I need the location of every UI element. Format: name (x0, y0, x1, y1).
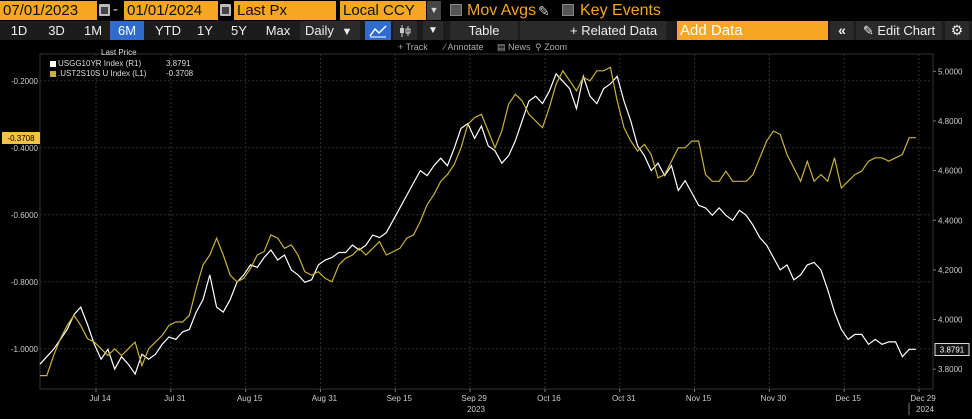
x-axis-tick-label: Jul 31 (164, 394, 186, 403)
left-axis-tick-label: -0.2000 (11, 77, 39, 86)
annotate-label: Annotate (447, 42, 484, 52)
left-axis-tick-label: -0.8000 (11, 278, 39, 287)
mov-avgs-label: Mov Avgs (467, 2, 537, 19)
period-6m-button[interactable]: 6M (110, 21, 144, 40)
plus-icon: + (398, 42, 406, 52)
legend-item-2s10s: .UST2S10S U Index (L1) -0.3708 (50, 69, 193, 78)
key-events-label: Key Events (580, 2, 661, 19)
end-date-field[interactable]: 01/01/2024 (124, 1, 218, 20)
right-axis-tick-label: 4.4000 (938, 216, 963, 225)
x-axis-year-label: 2023 (467, 405, 485, 414)
add-data-input[interactable]: Add Data (677, 21, 828, 40)
plot-frame (39, 53, 934, 390)
magnifier-icon: ⚲ (535, 42, 545, 52)
x-axis-tick-label: Aug 31 (312, 394, 338, 403)
x-axis-tick-label: Oct 31 (612, 394, 636, 403)
x-axis-tick-label: Oct 16 (537, 394, 561, 403)
left-axis-tick-label: -0.4000 (11, 144, 39, 153)
frequency-select[interactable]: Daily ▼ (300, 21, 360, 40)
right-axis-tick-label: 4.2000 (938, 266, 963, 275)
zoom-label: Zoom (544, 42, 568, 52)
pencil-icon: ✎ (862, 23, 874, 38)
annotate-tool[interactable]: ∕ Annotate (444, 40, 484, 54)
edit-chart-label: Edit Chart (877, 23, 936, 38)
line-chart: -0.2000 -0.4000 -0.6000 -0.8000 -1.0000 5.000… (2, 53, 970, 415)
period-1y-button[interactable]: 1Y (197, 23, 213, 38)
related-data-button[interactable]: + Related Data (520, 21, 666, 40)
track-tool[interactable]: + Track (398, 40, 428, 54)
chart-type-dropdown-icon[interactable]: ▼ (423, 21, 443, 40)
period-5y-button[interactable]: 5Y (231, 23, 247, 38)
calendar-icon[interactable] (99, 4, 110, 16)
legend-series-value: 3.8791 (166, 59, 191, 68)
right-axis-tick-label: 4.6000 (938, 167, 963, 176)
toolbar: 1D 3D 1M 6M YTD 1Y 5Y Max Daily ▼ ▼ Tabl… (0, 21, 972, 40)
series-line-10y (39, 72, 916, 376)
zoom-tool[interactable]: ⚲ Zoom (535, 40, 567, 54)
price-field-select[interactable]: Last Px (234, 1, 336, 20)
legend-title: Last Price (101, 48, 137, 57)
x-axis-year-label: 2024 (916, 405, 934, 414)
line-chart-icon[interactable] (365, 21, 391, 40)
x-axis-tick-label: Jul 14 (89, 394, 111, 403)
frequency-label: Daily (305, 23, 334, 38)
query-bar: 07/01/2023 - 01/01/2024 Last Px Local CC… (0, 0, 972, 21)
mov-avgs-checkbox[interactable] (450, 4, 462, 16)
chevron-down-icon: ▼ (341, 26, 353, 38)
calendar-icon[interactable] (220, 4, 231, 16)
x-axis-tick-label: Nov 30 (761, 394, 787, 403)
legend-swatch (50, 60, 56, 67)
legend-series-name: USGG10YR Index (R1) (58, 59, 142, 68)
x-axis-tick-label: Sep 15 (387, 394, 413, 403)
left-axis-tick-label: -1.0000 (11, 345, 39, 354)
right-last-value-label: 3.8791 (940, 346, 965, 355)
currency-dropdown-arrow-icon[interactable]: ▼ (427, 1, 441, 20)
period-ytd-button[interactable]: YTD (155, 23, 181, 38)
track-label: Track (405, 42, 428, 52)
gear-icon[interactable]: ⚙ (945, 21, 969, 40)
candlestick-icon[interactable] (393, 21, 417, 40)
period-1d-button[interactable]: 1D (10, 23, 28, 38)
table-button[interactable]: Table (450, 21, 518, 40)
date-separator: - (113, 1, 118, 18)
chart-area[interactable]: + Track ∕ Annotate ▤ News ⚲ Zoom -0.2000… (0, 40, 972, 419)
annotate-icon: ∕ (444, 42, 448, 52)
x-axis-tick-label: Dec 15 (836, 394, 862, 403)
left-last-value-badge (2, 132, 40, 145)
currency-select[interactable]: Local CCY (340, 1, 426, 20)
start-date-field[interactable]: 07/01/2023 (0, 1, 97, 20)
left-last-value-label: -0.3708 (7, 134, 35, 143)
legend-series-name: .UST2S10S U Index (L1) (58, 69, 147, 78)
right-last-value-badge (934, 343, 970, 357)
x-axis-tick-label: Sep 29 (461, 394, 487, 403)
legend-item-10y: USGG10YR Index (R1) 3.8791 (50, 59, 190, 68)
legend-swatch (50, 70, 56, 77)
legend-series-value: -0.3708 (166, 69, 194, 78)
key-events-checkbox[interactable] (562, 4, 574, 16)
edit-chart-button[interactable]: ✎ Edit Chart (856, 21, 942, 40)
period-3d-button[interactable]: 3D (48, 23, 65, 38)
right-axis-tick-label: 4.8000 (938, 117, 963, 126)
collapse-left-icon[interactable]: « (830, 21, 854, 40)
right-axis-tick-label: 4.0000 (938, 316, 963, 325)
x-axis-tick-label: Nov 15 (686, 394, 712, 403)
x-axis-tick-label: Aug 15 (237, 394, 263, 403)
news-label: News (508, 42, 531, 52)
pencil-icon[interactable]: ✎ (538, 3, 550, 19)
period-1m-button[interactable]: 1M (83, 23, 103, 38)
right-axis-tick-label: 3.8000 (938, 365, 963, 374)
period-max-button[interactable]: Max (265, 23, 291, 38)
series-line-2s10s (40, 66, 916, 377)
news-tool[interactable]: ▤ News (497, 40, 531, 54)
news-icon: ▤ (497, 42, 509, 52)
x-axis-tick-label: Dec 29 (910, 394, 936, 403)
right-axis-tick-label: 5.0000 (938, 67, 963, 76)
left-axis-tick-label: -0.6000 (11, 211, 39, 220)
